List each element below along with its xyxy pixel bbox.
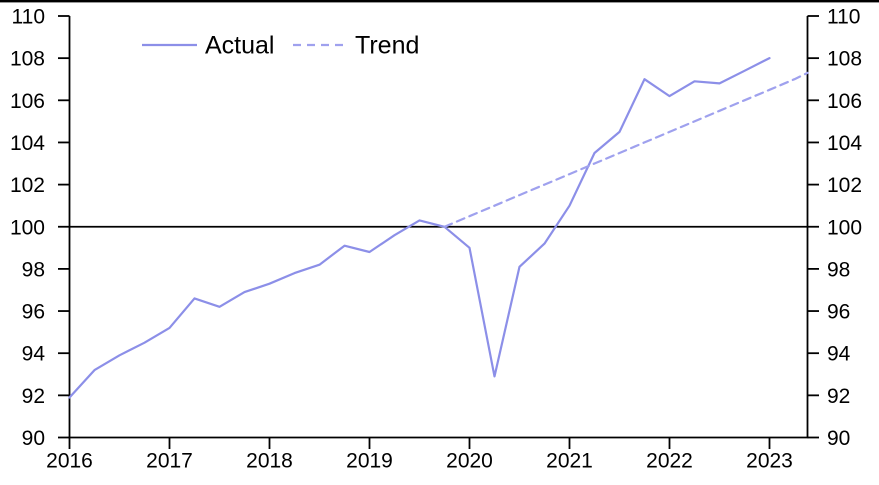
x-axis-tick-label: 2016 [46,450,93,473]
legend-actual-label: Actual [205,32,274,60]
x-axis-tick-label: 2023 [746,450,793,473]
y-axis-tick-label-left: 96 [22,301,45,324]
top-border-rule [0,0,879,3]
x-axis-tick-label: 2022 [646,450,693,473]
y-axis-tick-label-right: 108 [827,48,862,71]
y-axis-tick-label-right: 98 [827,258,850,281]
x-axis-tick-label: 2017 [146,450,193,473]
y-axis-tick-label-left: 108 [10,48,45,71]
y-axis-tick-label-right: 94 [827,343,851,366]
y-axis-tick-label-right: 102 [827,174,862,197]
y-axis-tick-label-right: 110 [827,6,860,29]
actual-series-line [68,56,771,399]
y-axis-tick-label-right: 92 [827,385,850,408]
y-axis-tick-label-left: 104 [10,132,45,155]
legend: Actual Trend [142,32,419,60]
y-axis-tick-label-left: 98 [22,258,45,281]
series-layer [68,56,809,399]
y-axis-tick-label-right: 100 [827,216,862,239]
y-axis-tick-label-right: 90 [827,427,850,450]
y-axis-tick-label-left: 110 [12,6,45,29]
y-axis-tick-label-left: 102 [10,174,45,197]
y-axis-tick-label-right: 106 [827,90,862,113]
x-axis-tick-label: 2021 [546,450,593,473]
trend-series-line [443,71,809,228]
y-axis-tick-label-right: 104 [827,132,862,155]
legend-trend-label: Trend [355,32,419,60]
y-axis-tick-label-left: 92 [22,385,45,408]
x-axis-tick-label: 2019 [346,450,393,473]
y-axis-tick-label-left: 106 [10,90,45,113]
axes-layer: 90 90 92 92 94 94 96 96 98 98 100 100 102 102 104 104 10… [10,6,862,473]
y-axis-tick-label-left: 90 [22,427,45,450]
y-axis-tick-label-left: 100 [10,216,45,239]
x-axis-tick-label: 2020 [446,450,493,473]
y-axis-tick-label-left: 94 [22,343,46,366]
x-axis-tick-label: 2018 [246,450,293,473]
y-axis-tick-label-right: 96 [827,301,850,324]
